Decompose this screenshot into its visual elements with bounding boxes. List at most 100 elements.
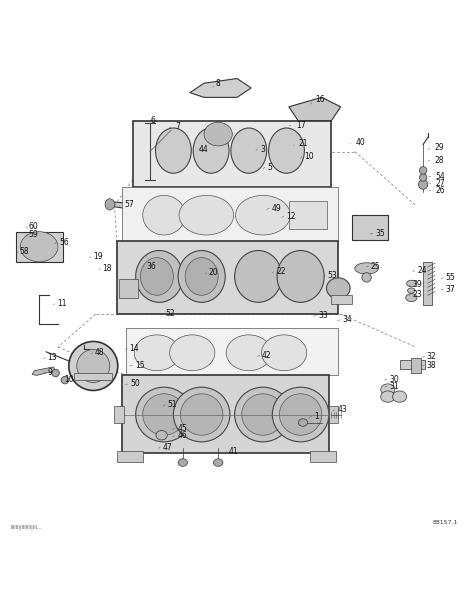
Ellipse shape: [235, 387, 291, 442]
FancyBboxPatch shape: [289, 201, 327, 229]
Text: 21: 21: [298, 139, 308, 148]
Text: 39: 39: [413, 280, 422, 289]
Text: 37: 37: [446, 284, 456, 293]
Ellipse shape: [52, 369, 59, 377]
Text: 6: 6: [151, 116, 155, 125]
Ellipse shape: [236, 196, 290, 235]
FancyBboxPatch shape: [16, 232, 63, 262]
Text: 24: 24: [417, 266, 427, 275]
Text: 29: 29: [435, 143, 445, 152]
FancyBboxPatch shape: [331, 295, 353, 304]
Ellipse shape: [105, 199, 115, 210]
FancyBboxPatch shape: [423, 262, 432, 305]
Text: 10: 10: [304, 152, 314, 161]
Text: 11: 11: [57, 299, 66, 308]
Ellipse shape: [406, 293, 417, 302]
Text: 13: 13: [47, 353, 57, 362]
Text: 35: 35: [375, 229, 385, 238]
Ellipse shape: [419, 174, 427, 181]
FancyBboxPatch shape: [117, 451, 143, 461]
Polygon shape: [157, 430, 176, 437]
Text: 7: 7: [176, 122, 181, 131]
Ellipse shape: [170, 335, 215, 371]
Text: 22: 22: [276, 267, 286, 276]
Text: 52: 52: [165, 308, 175, 317]
Text: 53: 53: [328, 271, 337, 280]
Ellipse shape: [231, 128, 267, 173]
Ellipse shape: [279, 394, 322, 435]
Text: 23: 23: [413, 290, 422, 299]
Text: 50: 50: [130, 379, 140, 388]
Text: 19: 19: [93, 252, 103, 261]
Text: 49: 49: [272, 203, 281, 212]
Text: 60: 60: [29, 223, 38, 232]
Text: 45: 45: [177, 424, 187, 433]
Ellipse shape: [235, 251, 282, 302]
Text: Illllll|lllllll|lll...: Illllll|lllllll|lll...: [11, 524, 42, 530]
Text: 5: 5: [267, 163, 272, 172]
Text: 51: 51: [168, 400, 177, 409]
Ellipse shape: [204, 122, 232, 146]
Ellipse shape: [226, 335, 272, 371]
Text: 44: 44: [198, 145, 208, 154]
Polygon shape: [32, 367, 55, 376]
Ellipse shape: [213, 459, 223, 466]
Ellipse shape: [136, 387, 192, 442]
Text: 54: 54: [436, 172, 446, 181]
Ellipse shape: [381, 384, 395, 395]
Text: 27: 27: [436, 179, 446, 188]
Ellipse shape: [193, 128, 229, 173]
Text: 26: 26: [436, 186, 446, 195]
Ellipse shape: [408, 288, 415, 293]
Ellipse shape: [269, 128, 304, 173]
Text: 33: 33: [319, 311, 328, 320]
Text: 30: 30: [389, 374, 399, 383]
Text: 48: 48: [95, 348, 104, 357]
Text: 25: 25: [371, 262, 381, 271]
Ellipse shape: [419, 167, 427, 174]
Ellipse shape: [355, 263, 378, 274]
Text: 43: 43: [337, 405, 347, 414]
Ellipse shape: [20, 232, 58, 262]
Text: 55: 55: [446, 273, 456, 282]
Ellipse shape: [156, 431, 167, 440]
Ellipse shape: [179, 196, 234, 235]
Ellipse shape: [362, 272, 371, 282]
FancyBboxPatch shape: [400, 360, 426, 369]
FancyBboxPatch shape: [411, 358, 421, 373]
Text: 36: 36: [146, 262, 156, 271]
Ellipse shape: [392, 391, 407, 402]
FancyBboxPatch shape: [117, 241, 338, 314]
Ellipse shape: [136, 251, 183, 302]
FancyBboxPatch shape: [121, 376, 329, 453]
Text: 46: 46: [177, 431, 187, 440]
Text: 15: 15: [135, 361, 145, 370]
Text: 31: 31: [389, 382, 399, 391]
Ellipse shape: [277, 251, 324, 302]
Text: 42: 42: [262, 350, 272, 359]
Text: 16: 16: [315, 95, 324, 104]
Ellipse shape: [178, 459, 188, 466]
Ellipse shape: [155, 128, 191, 173]
Text: 34: 34: [342, 315, 352, 324]
Ellipse shape: [143, 394, 185, 435]
FancyBboxPatch shape: [121, 187, 338, 241]
Ellipse shape: [381, 391, 395, 402]
Text: 32: 32: [427, 352, 437, 361]
Text: 10: 10: [64, 374, 73, 383]
FancyBboxPatch shape: [353, 215, 388, 239]
Ellipse shape: [61, 376, 69, 384]
Ellipse shape: [143, 196, 185, 235]
Ellipse shape: [262, 335, 307, 371]
FancyBboxPatch shape: [126, 328, 338, 376]
Ellipse shape: [298, 419, 308, 426]
Polygon shape: [289, 97, 341, 121]
Ellipse shape: [134, 335, 180, 371]
FancyBboxPatch shape: [74, 373, 112, 380]
Text: 18: 18: [103, 265, 112, 274]
Text: 38: 38: [427, 361, 437, 370]
Ellipse shape: [407, 280, 416, 287]
Text: 17: 17: [296, 121, 306, 130]
Text: 9: 9: [47, 368, 53, 377]
FancyBboxPatch shape: [310, 451, 336, 461]
